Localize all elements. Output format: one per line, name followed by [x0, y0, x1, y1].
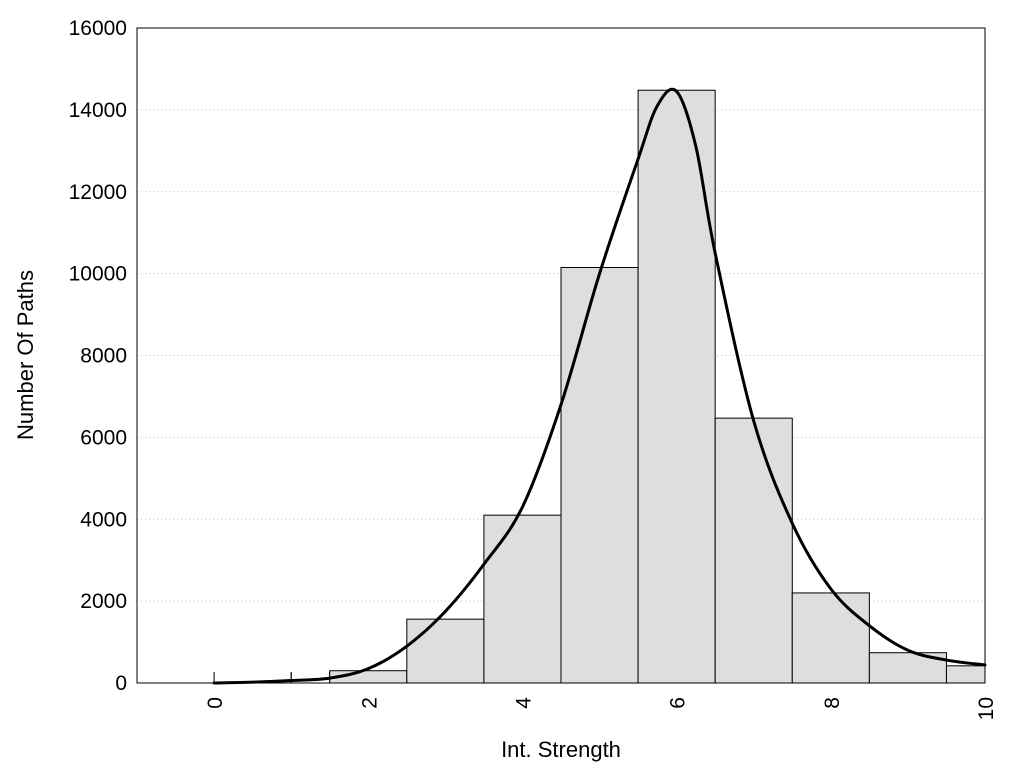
y-tick-label: 10000 — [69, 263, 127, 286]
y-tick-label: 12000 — [69, 181, 127, 204]
histogram-bars — [213, 89, 986, 684]
y-tick-label: 6000 — [80, 426, 127, 449]
axes — [136, 27, 986, 684]
histogram-bar — [791, 592, 870, 684]
x-tick-label: 0 — [204, 697, 227, 709]
histogram-bar — [637, 89, 716, 684]
y-axis-title: Number Of Paths — [13, 270, 38, 440]
density-curve-layer — [212, 87, 987, 685]
histogram-bar — [406, 618, 485, 684]
y-tick-label: 14000 — [69, 99, 127, 122]
y-tick-label: 4000 — [80, 508, 127, 531]
x-tick-label: 4 — [512, 697, 535, 709]
histogram-bar — [945, 665, 986, 684]
x-tick-label: 2 — [358, 697, 381, 709]
x-axis-title: Int. Strength — [501, 737, 621, 762]
y-tick-label: 16000 — [69, 17, 127, 40]
y-tick-label: 2000 — [80, 590, 127, 613]
histogram-bar — [560, 266, 639, 684]
histogram-bar — [714, 417, 793, 684]
plot-frame — [136, 27, 986, 684]
tick-labels: 0 2000 4000 6000 8000 10000 12000 14000 16000 0 2 4… — [69, 17, 998, 720]
x-tick-label: 6 — [667, 697, 690, 709]
x-tick-label: 8 — [821, 697, 844, 709]
y-tick-label: 0 — [115, 672, 127, 695]
histogram-bar — [483, 514, 562, 684]
y-tick-label: 8000 — [80, 345, 127, 368]
density-curve — [212, 87, 987, 685]
x-tick-label: 10 — [975, 697, 998, 720]
